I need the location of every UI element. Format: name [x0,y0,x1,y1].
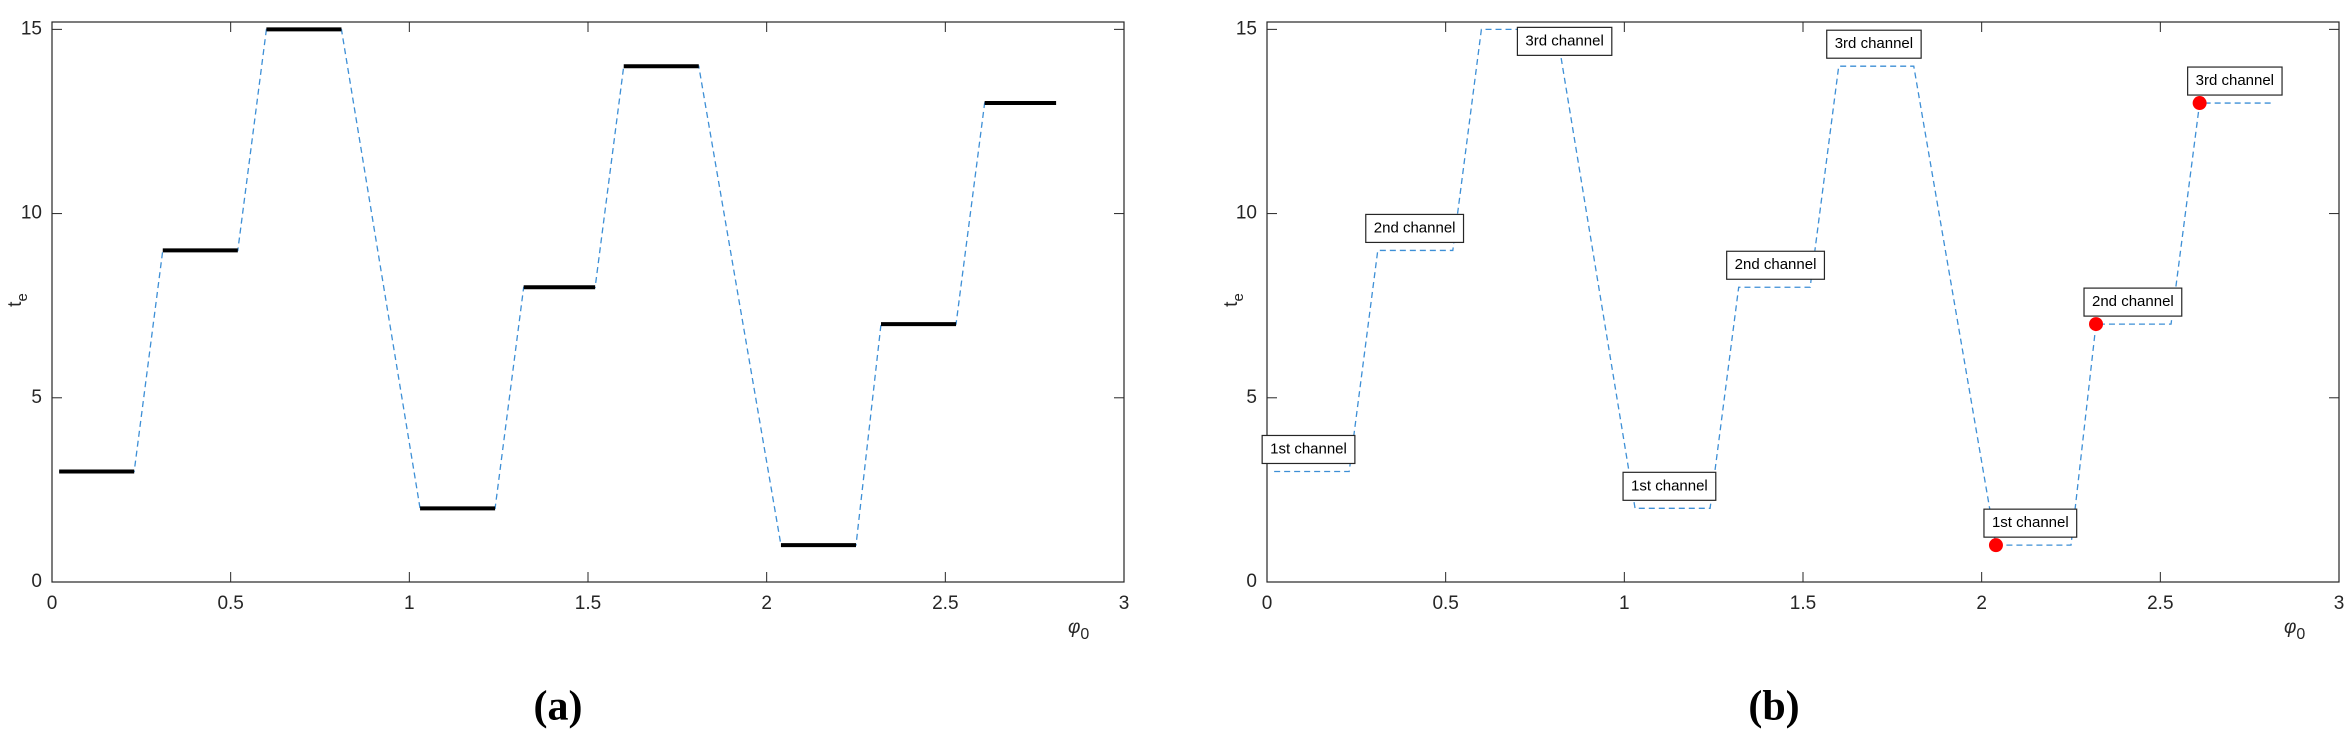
x-tick-label: 0 [1262,593,1273,614]
annotation-text: 3rd channel [1835,35,1913,52]
annotation: 3rd channel [2187,66,2283,96]
axes-box [51,21,1125,583]
y-axis-label-sub: e [14,293,31,301]
y-tick-label: 10 [21,203,42,224]
annotation: 3rd channel [1516,26,1613,56]
y-axis-label-main: t [5,301,26,307]
y-tick-label: 15 [1236,18,1257,39]
annotation-text: 1st channel [1631,477,1708,494]
x-axis-label-sub: 0 [1080,626,1089,643]
x-tick-label: 1.5 [1790,593,1816,614]
x-tick-label: 1.5 [575,593,601,614]
y-tick-label: 5 [1246,387,1257,408]
marker [2192,96,2207,111]
x-axis-label-main: φ [2284,617,2296,638]
annotation-text: 2nd channel [1735,256,1817,273]
y-tick-label: 0 [31,571,42,592]
y-tick-label: 10 [1236,203,1257,224]
series-line [1274,28,2272,546]
x-tick-label: 2.5 [2147,593,2173,614]
x-axis-label: φ0 [1068,617,1089,643]
annotation-box [2187,66,2283,96]
y-axis-label-main: t [1221,301,1242,307]
x-axis-label-sub: 0 [2296,626,2305,643]
annotation-text: 1st channel [1992,514,2069,531]
y-axis-label: te [5,293,31,307]
annotation: 1st channel [1261,434,1356,465]
y-axis-label: te [1221,293,1247,307]
annotation-box [1726,250,1826,280]
annotation: 2nd channel [1726,250,1826,280]
annotation-text: 2nd channel [2092,293,2174,310]
x-tick-label: 1 [404,593,415,614]
annotation: 1st channel [1622,471,1717,501]
x-tick-label: 1 [1619,593,1630,614]
x-tick-label: 3 [2334,593,2345,614]
panel-label: (b) [1748,684,1799,730]
annotation-text: 3rd channel [1525,32,1603,49]
y-tick-label: 5 [31,387,42,408]
x-tick-label: 3 [1119,593,1130,614]
annotation: 3rd channel [1826,29,1922,59]
annotation-box [1983,508,2078,538]
x-tick-label: 2 [1976,593,1987,614]
annotation-text: 1st channel [1270,440,1347,457]
x-axis-label: φ0 [2284,617,2305,643]
x-tick-label: 0.5 [1432,593,1458,614]
x-tick-label: 0.5 [217,593,243,614]
y-axis-label-sub: e [1230,293,1247,301]
annotation: 2nd channel [1365,213,1465,244]
annotation-text: 2nd channel [1374,219,1456,236]
marker [2089,317,2104,332]
marker [1988,538,2003,553]
annotation-box [1516,26,1613,56]
panel-label: (a) [534,684,583,730]
x-tick-label: 2 [761,593,772,614]
annotation-box [1622,471,1717,501]
x-tick-label: 0 [47,593,58,614]
annotation-box [1261,434,1356,465]
x-axis-label-main: φ [1068,617,1080,638]
y-tick-label: 0 [1246,571,1257,592]
annotation-box [1365,213,1465,244]
annotation-box [1826,29,1922,59]
annotation: 1st channel [1983,508,2078,538]
annotation-text: 3rd channel [2196,72,2274,89]
x-tick-label: 2.5 [932,593,958,614]
annotation: 2nd channel [2083,287,2183,317]
y-tick-label: 15 [21,18,42,39]
annotation-box [2083,287,2183,317]
